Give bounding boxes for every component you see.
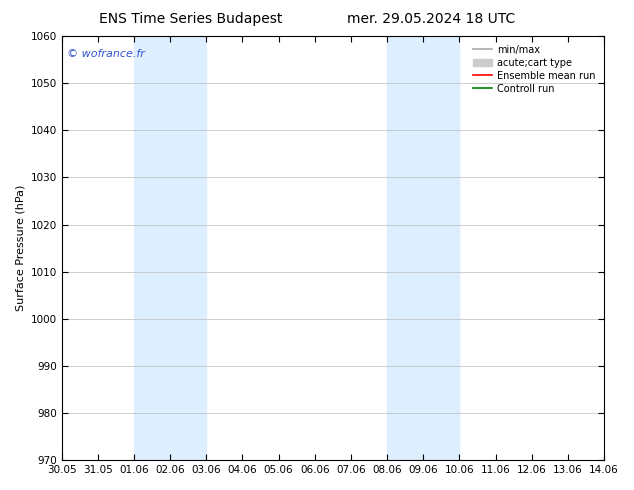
Text: mer. 29.05.2024 18 UTC: mer. 29.05.2024 18 UTC — [347, 12, 515, 26]
Legend: min/max, acute;cart type, Ensemble mean run, Controll run: min/max, acute;cart type, Ensemble mean … — [469, 41, 599, 98]
Bar — [387, 36, 460, 460]
Text: ENS Time Series Budapest: ENS Time Series Budapest — [98, 12, 282, 26]
Y-axis label: Surface Pressure (hPa): Surface Pressure (hPa) — [15, 185, 25, 311]
Text: © wofrance.fr: © wofrance.fr — [67, 49, 145, 59]
Bar — [134, 36, 206, 460]
